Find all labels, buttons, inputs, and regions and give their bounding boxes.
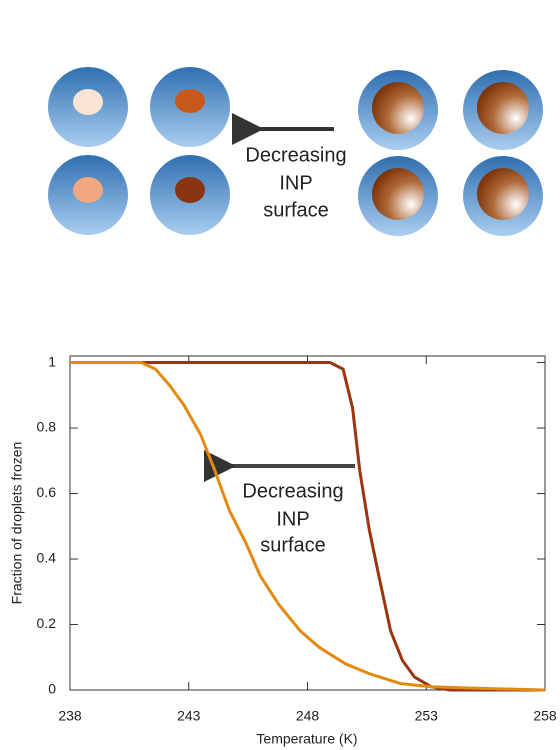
y-axis-label: Fraction of droplets frozen: [9, 442, 25, 605]
y-tick-label: 0.8: [37, 419, 57, 435]
y-tick-label: 1: [48, 353, 56, 369]
y-tick-label: 0: [48, 681, 56, 697]
droplets-right: [358, 70, 543, 236]
annotation: surface: [263, 199, 329, 221]
x-tick-label: 248: [296, 708, 320, 724]
y-tick-label: 0.2: [37, 615, 57, 631]
annotation: INP: [276, 508, 309, 530]
line: [70, 361, 546, 692]
y-tick-label: 0.4: [37, 550, 57, 566]
x-tick-label: 253: [415, 708, 439, 724]
x-tick-label: 238: [58, 708, 82, 724]
x-tick-label: 243: [177, 708, 201, 724]
y-tick-label: 0.6: [37, 484, 57, 500]
annotation: Decreasing: [245, 144, 346, 166]
x-axis-label: Temperature (K): [256, 731, 357, 747]
annotation: Decreasing: [242, 480, 343, 502]
droplets-left: [48, 67, 230, 235]
x-tick-label: 258: [533, 708, 557, 724]
annotation: INP: [279, 172, 312, 194]
annotation: surface: [260, 534, 326, 556]
